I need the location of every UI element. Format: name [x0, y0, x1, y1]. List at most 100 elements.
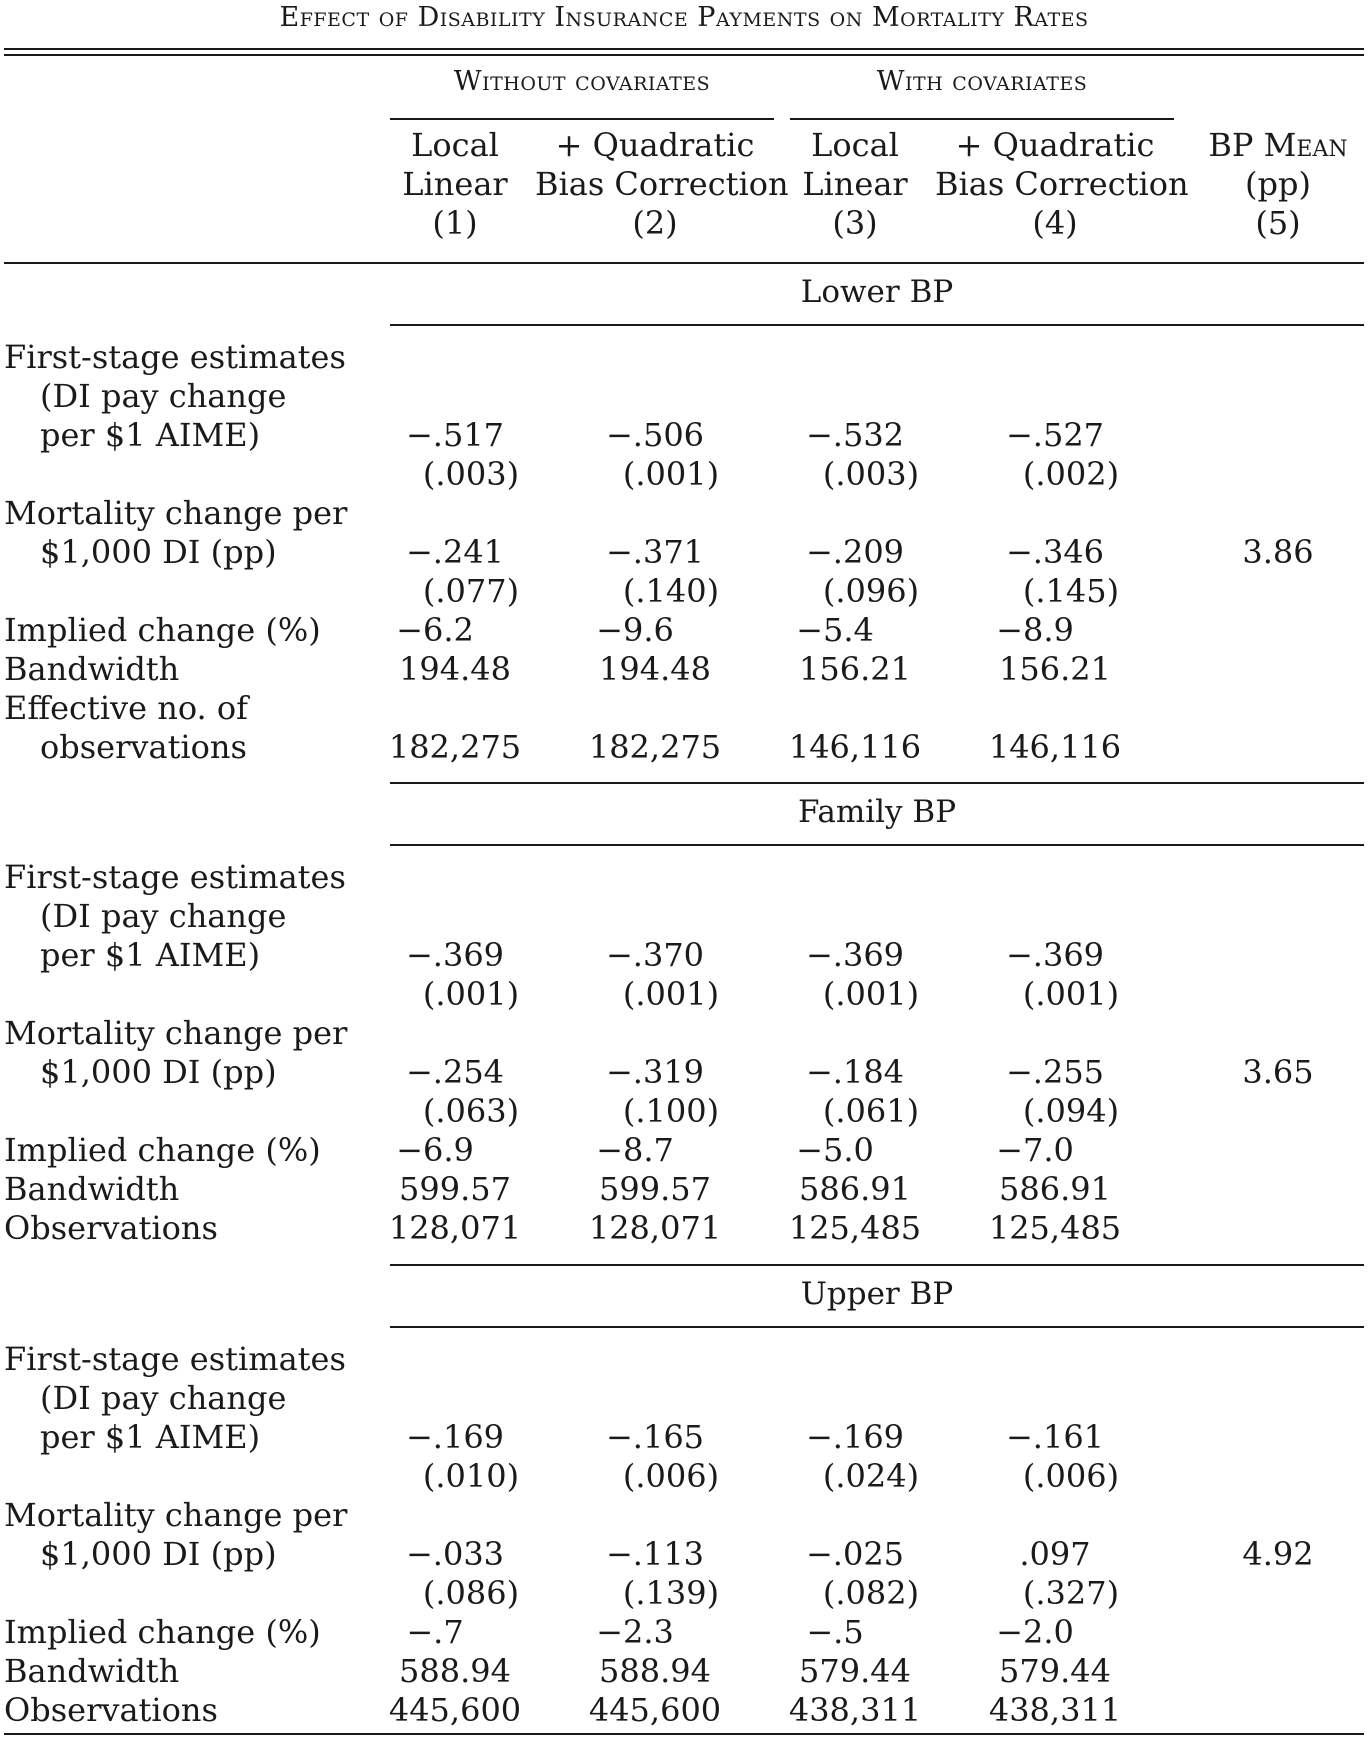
cell-observations: 438,311	[988, 1691, 1122, 1729]
cell-mortality: −.184	[805, 1053, 905, 1091]
cell-bandwidth: 586.91	[999, 1170, 1111, 1208]
cell-implied-change: −5.0	[796, 1131, 874, 1169]
cell-first-stage-se: (.006)	[622, 1457, 720, 1495]
column-header-line: Bias Correction	[935, 165, 1189, 203]
cell-observations: 146,116	[988, 728, 1122, 766]
row-label-line: Effective no. of	[4, 689, 248, 727]
cell-first-stage-se: (.003)	[422, 455, 520, 493]
cell-first-stage: −.369	[1005, 936, 1105, 974]
cell-first-stage: −.369	[805, 936, 905, 974]
cell-first-stage-se: (.006)	[1022, 1457, 1120, 1495]
column-header-line: Local	[811, 126, 899, 164]
cell-mortality-se: (.061)	[822, 1092, 920, 1130]
row-label-line: (DI pay change	[40, 897, 287, 935]
cell-first-stage-se: (.010)	[422, 1457, 520, 1495]
column-header-line: (4)	[1032, 204, 1078, 242]
column-header-line: (3)	[832, 204, 878, 242]
cell-mortality-se: (.077)	[422, 572, 520, 610]
cell-mortality-se: (.100)	[622, 1092, 720, 1130]
cell-mortality-se: (.063)	[422, 1092, 520, 1130]
cell-bp-mean: 3.86	[1242, 533, 1314, 571]
cell-mortality: −.113	[605, 1535, 705, 1573]
cell-bandwidth: 599.57	[599, 1170, 711, 1208]
top-rule-second	[4, 54, 1364, 56]
row-label-line: observations	[40, 728, 247, 766]
cell-mortality: −.255	[1005, 1053, 1105, 1091]
row-label-implied-change: Implied change (%)	[4, 1131, 321, 1169]
row-label-implied-change: Implied change (%)	[4, 1613, 321, 1651]
bottom-rule	[4, 1733, 1364, 1735]
cell-observations: 445,600	[388, 1691, 522, 1729]
cell-mortality: .097	[1019, 1535, 1091, 1573]
table-title: Effect of Disability Insurance Payments …	[279, 2, 1089, 33]
group-rule-with	[790, 118, 1174, 120]
row-label-line: First-stage estimates	[4, 858, 346, 896]
row-label-line: per $1 AIME)	[40, 936, 261, 974]
cell-implied-change: −6.2	[396, 611, 474, 649]
cell-observations: 438,311	[788, 1691, 922, 1729]
cell-mortality-se: (.327)	[1022, 1574, 1120, 1612]
row-label-line: Mortality change per	[4, 1014, 348, 1052]
cell-mortality: −.319	[605, 1053, 705, 1091]
cell-bandwidth: 588.94	[399, 1652, 511, 1690]
cell-first-stage: −.169	[805, 1418, 905, 1456]
cell-implied-change: −.7	[406, 1613, 464, 1651]
column-header-4: + Quadratic Bias Correction (4)	[935, 126, 1189, 246]
cell-mortality-se: (.082)	[822, 1574, 920, 1612]
section-title: Upper BP	[800, 1276, 954, 1312]
cell-observations: 128,071	[388, 1209, 522, 1247]
cell-bp-mean: 3.65	[1242, 1053, 1314, 1091]
row-label-mortality: Mortality change per $1,000 DI (pp)	[4, 494, 347, 572]
section-top-rule	[390, 782, 1364, 784]
cell-bandwidth: 599.57	[399, 1170, 511, 1208]
cell-bandwidth: 579.44	[799, 1652, 911, 1690]
column-header-line: + Quadratic	[955, 126, 1155, 164]
cell-implied-change: −6.9	[396, 1131, 474, 1169]
cell-bandwidth: 156.21	[999, 650, 1111, 688]
cell-observations: 445,600	[588, 1691, 722, 1729]
section-title: Lower BP	[800, 274, 954, 310]
cell-mortality-se: (.086)	[422, 1574, 520, 1612]
cell-implied-change: −9.6	[596, 611, 674, 649]
column-header-3: Local Linear (3)	[785, 126, 925, 246]
cell-bandwidth: 586.91	[799, 1170, 911, 1208]
cell-first-stage-se: (.001)	[622, 975, 720, 1013]
cell-first-stage-se: (.001)	[822, 975, 920, 1013]
cell-first-stage: −.369	[405, 936, 505, 974]
row-label-line: $1,000 DI (pp)	[40, 1535, 277, 1573]
row-label-observations: Observations	[4, 1209, 218, 1248]
column-header-line: Linear	[402, 165, 508, 203]
row-label-line: per $1 AIME)	[40, 1418, 261, 1456]
cell-mortality: −.025	[805, 1535, 905, 1573]
cell-mortality: −.033	[405, 1535, 505, 1573]
cell-first-stage: −.161	[1005, 1418, 1105, 1456]
cell-observations: 128,071	[588, 1209, 722, 1247]
column-header-line: Linear	[802, 165, 908, 203]
cell-mortality: −.346	[1005, 533, 1105, 571]
section-rule	[390, 324, 1364, 326]
column-header-2: + Quadratic Bias Correction (2)	[535, 126, 789, 246]
section-rule	[390, 844, 1364, 846]
cell-first-stage: −.169	[405, 1418, 505, 1456]
cell-bandwidth: 588.94	[599, 1652, 711, 1690]
row-label-line: Observations	[4, 1209, 218, 1247]
cell-bandwidth: 194.48	[399, 650, 511, 688]
cell-implied-change: −8.7	[596, 1131, 674, 1169]
row-label-line: $1,000 DI (pp)	[40, 533, 277, 571]
cell-bandwidth: 156.21	[799, 650, 911, 688]
row-label-line: per $1 AIME)	[40, 416, 261, 454]
cell-bandwidth: 194.48	[599, 650, 711, 688]
cell-mortality: −.209	[805, 533, 905, 571]
cell-mortality-se: (.096)	[822, 572, 920, 610]
row-label-line: First-stage estimates	[4, 338, 346, 376]
row-label-first-stage: First-stage estimates (DI pay change per $…	[4, 1340, 346, 1457]
cell-mortality-se: (.094)	[1022, 1092, 1120, 1130]
row-label-line: (DI pay change	[40, 377, 287, 415]
section-title: Family BP	[797, 794, 957, 830]
cell-observations: 146,116	[788, 728, 922, 766]
cell-implied-change: −2.0	[996, 1613, 1074, 1651]
cell-first-stage-se: (.002)	[1022, 455, 1120, 493]
group-header-without-covariates: Without covariates	[453, 66, 711, 97]
cell-first-stage-se: (.003)	[822, 455, 920, 493]
